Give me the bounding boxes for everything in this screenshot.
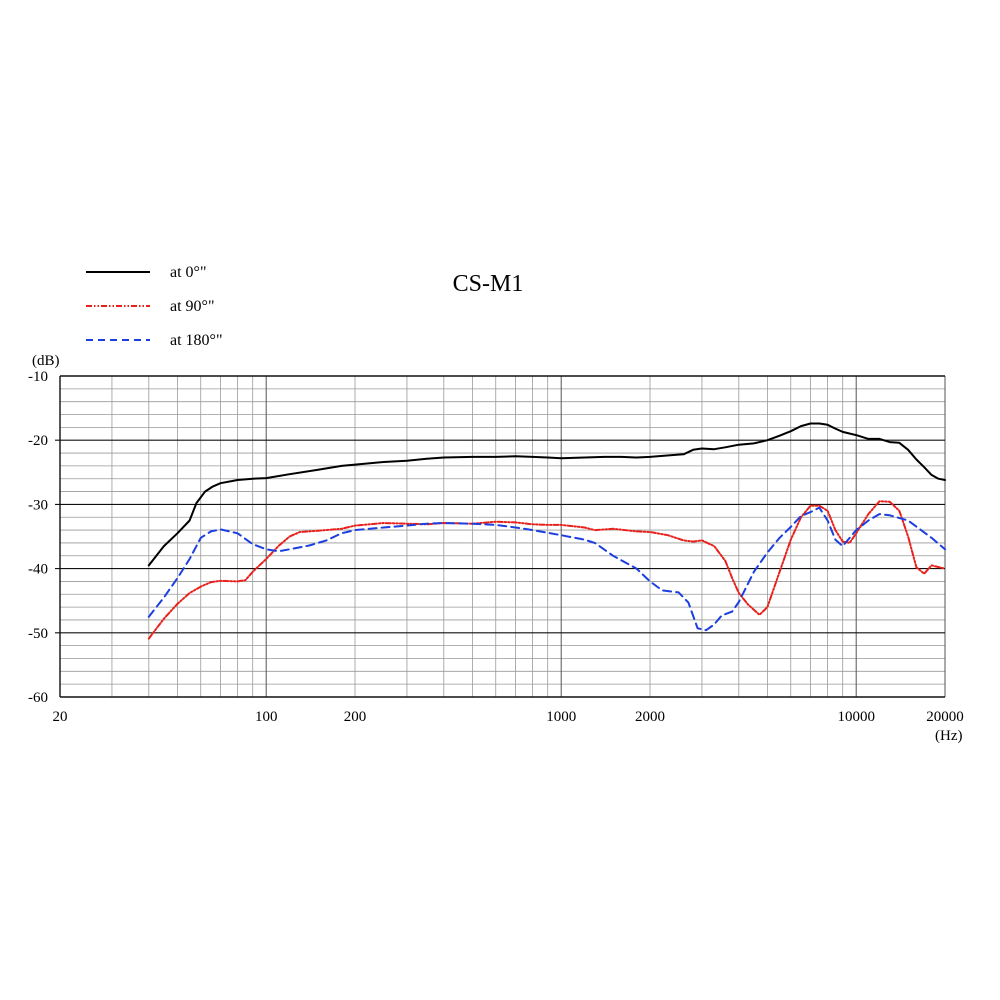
series-line-0 — [147, 422, 946, 567]
legend-label-1: at 90°" — [170, 298, 214, 315]
axis-labels: -10 -20 -30 -40 -50 -60 20 100 200 1000 2000 10000 2… — [28, 369, 964, 725]
y-tick-label: -20 — [28, 433, 48, 449]
x-axis-unit: (Hz) — [935, 728, 962, 744]
y-tick-label: -10 — [28, 369, 48, 385]
legend-label-0: at 0°" — [170, 264, 206, 281]
x-tick-label: 10000 — [837, 709, 875, 725]
y-tick-label: -40 — [28, 562, 48, 578]
y-tick-label: -50 — [28, 626, 48, 642]
x-tick-label: 100 — [255, 709, 278, 725]
x-tick-label: 20 — [53, 709, 68, 725]
x-tick-label: 2000 — [635, 709, 665, 725]
x-tick-label: 1000 — [546, 709, 576, 725]
chart-title: CS-M1 — [453, 271, 524, 297]
series-lines — [147, 422, 946, 640]
legend-label-2: at 180°" — [170, 332, 222, 349]
x-tick-label: 20000 — [926, 709, 964, 725]
grid — [55, 375, 946, 698]
y-tick-label: -60 — [28, 690, 48, 706]
y-tick-label: -30 — [28, 497, 48, 513]
y-axis-unit: (dB) — [32, 353, 60, 369]
legend: at 0°" at 90°" at 180°" — [86, 264, 222, 349]
series-line-1 — [147, 500, 946, 640]
series-line-2 — [147, 506, 946, 632]
x-tick-label: 200 — [344, 709, 367, 725]
